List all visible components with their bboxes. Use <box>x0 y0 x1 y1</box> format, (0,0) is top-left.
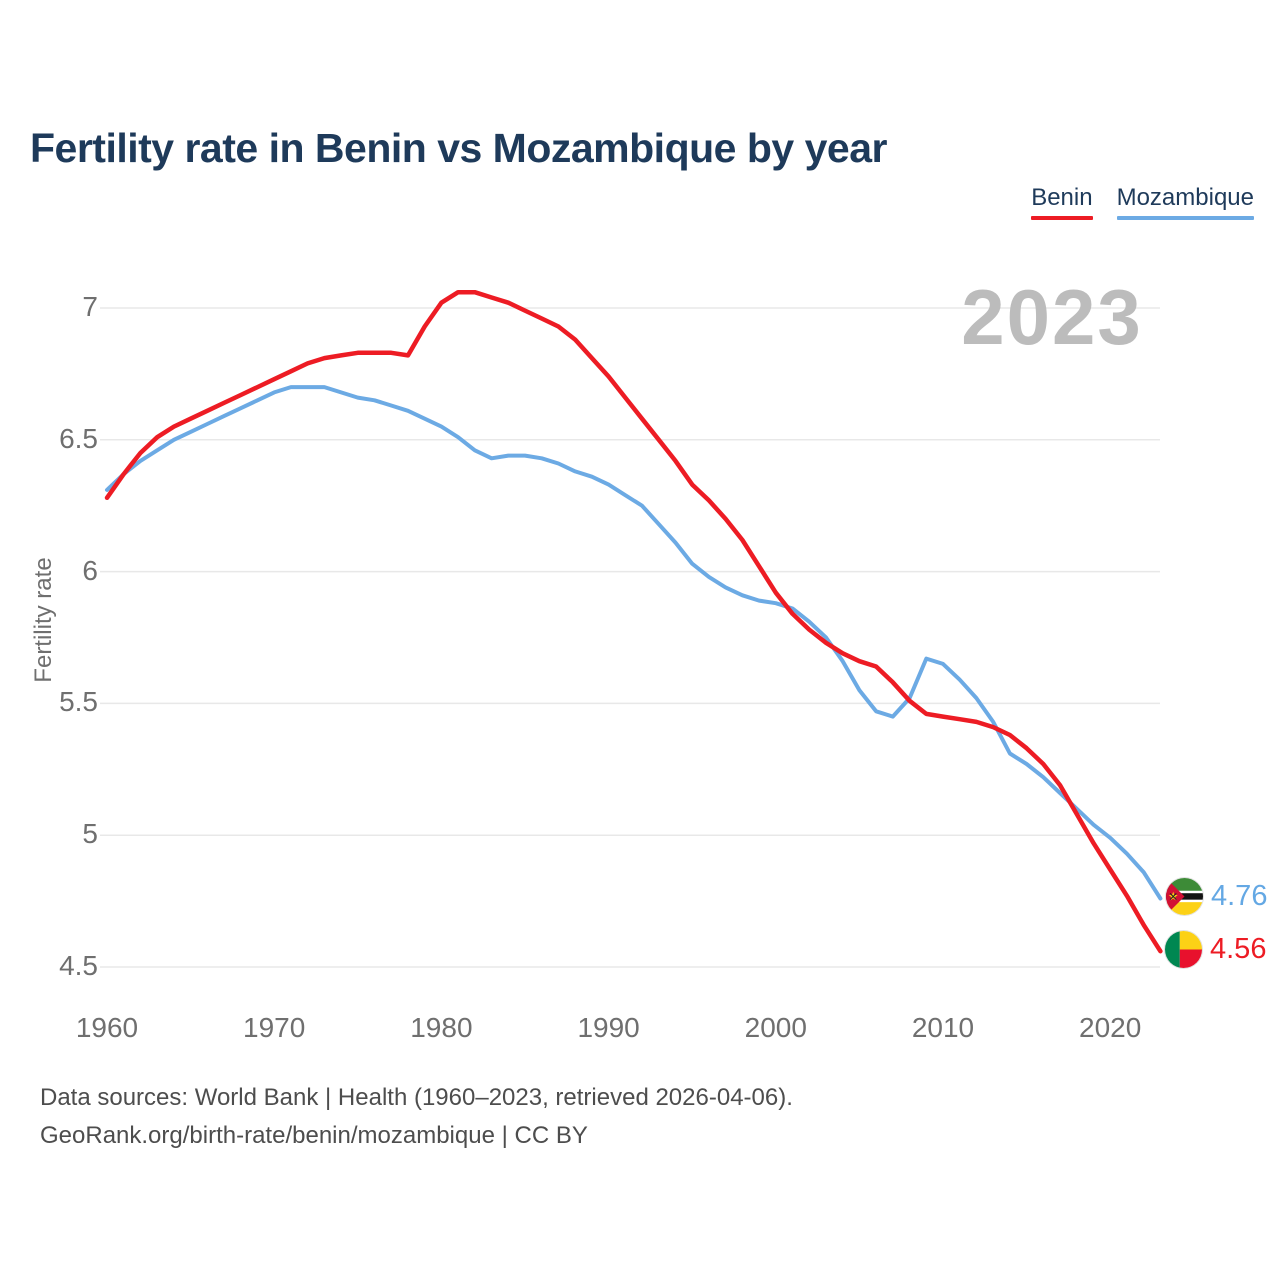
x-tick-label: 1990 <box>577 1012 640 1043</box>
legend-item-mozambique[interactable]: Mozambique <box>1116 184 1254 220</box>
legend: Benin Mozambique <box>1031 184 1254 220</box>
benin-end-value: 4.56 <box>1210 933 1267 965</box>
y-tick-label: 7 <box>82 291 98 322</box>
page-title: Fertility rate in Benin vs Mozambique by… <box>30 125 887 172</box>
series-line-mozambique[interactable] <box>105 385 1163 901</box>
legend-underline-benin <box>1031 216 1093 220</box>
x-tick-label: 1970 <box>243 1012 306 1043</box>
legend-label-mozambique: Mozambique <box>1116 184 1254 211</box>
end-label-benin: 4.56 <box>1165 931 1266 968</box>
y-tick-label: 6.5 <box>59 422 98 454</box>
x-tick-label: 2010 <box>911 1012 975 1043</box>
legend-underline-mozambique <box>1116 216 1254 220</box>
x-tick-label: 2020 <box>1079 1012 1142 1043</box>
series-lines <box>104 289 1163 954</box>
legend-item-benin[interactable]: Benin <box>1031 184 1093 220</box>
x-tick-label: 2000 <box>744 1012 807 1043</box>
gridlines <box>100 307 1160 968</box>
mozambique-end-value: 4.76 <box>1211 880 1268 912</box>
y-tick-label: 5 <box>82 818 98 850</box>
x-tick-label: 1960 <box>75 1012 139 1043</box>
year-watermark: 2023 <box>961 273 1143 361</box>
mozambique-flag-icon <box>1166 878 1203 915</box>
legend-label-benin: Benin <box>1031 184 1093 211</box>
footer-attribution: GeoRank.org/birth-rate/benin/mozambique … <box>40 1122 588 1149</box>
end-label-mozambique: 4.76 <box>1166 878 1267 915</box>
series-line-benin[interactable] <box>104 289 1163 954</box>
y-tick-label: 6 <box>82 554 98 586</box>
y-tick-label: 4.5 <box>59 950 98 981</box>
benin-flag-icon <box>1165 931 1202 968</box>
y-tick-label: 5.5 <box>59 686 98 718</box>
footer-data-sources: Data sources: World Bank | Health (1960–… <box>40 1084 793 1111</box>
x-tick-label: 1980 <box>410 1012 473 1043</box>
